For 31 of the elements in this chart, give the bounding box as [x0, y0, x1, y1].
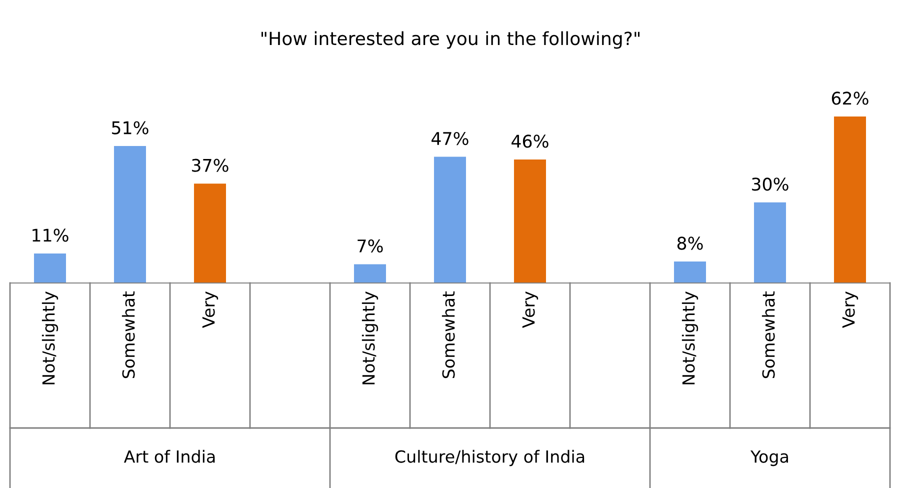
text: Culture/history of India [395, 450, 584, 466]
x-tick-label: Not/slightly [362, 291, 378, 384]
data-label: 46% [512, 134, 548, 148]
x-tick-label: Somewhat [442, 291, 455, 378]
bar [674, 262, 706, 283]
bar [194, 184, 226, 283]
bar [34, 253, 66, 283]
bar [434, 156, 466, 283]
data-label: 37% [192, 158, 228, 172]
data-label: 62% [832, 92, 868, 105]
x-tick-label: Somewhat [762, 291, 775, 378]
x-tick-label: Very [842, 292, 858, 328]
x-tick-label: Very [522, 292, 538, 328]
bar [114, 146, 146, 283]
data-label: 11% [32, 228, 68, 242]
bar [754, 202, 786, 283]
chart-title: "How interested are you in the following?" [262, 31, 640, 49]
x-tick-label: Not/slightly [682, 291, 698, 384]
bar [514, 159, 546, 283]
data-label: 7% [358, 239, 383, 253]
bar [834, 116, 866, 283]
data-label: 8% [677, 236, 703, 250]
data-label: 30% [752, 178, 788, 191]
x-tick-label: Very [202, 292, 218, 328]
data-label: 51% [112, 121, 148, 134]
x-tick-label: Somewhat [122, 291, 135, 378]
text: Yoga [750, 450, 788, 466]
x-tick-label: Not/slightly [42, 291, 58, 384]
data-label: 47% [432, 132, 468, 146]
bar [354, 264, 386, 283]
text: Art of India [124, 450, 215, 463]
